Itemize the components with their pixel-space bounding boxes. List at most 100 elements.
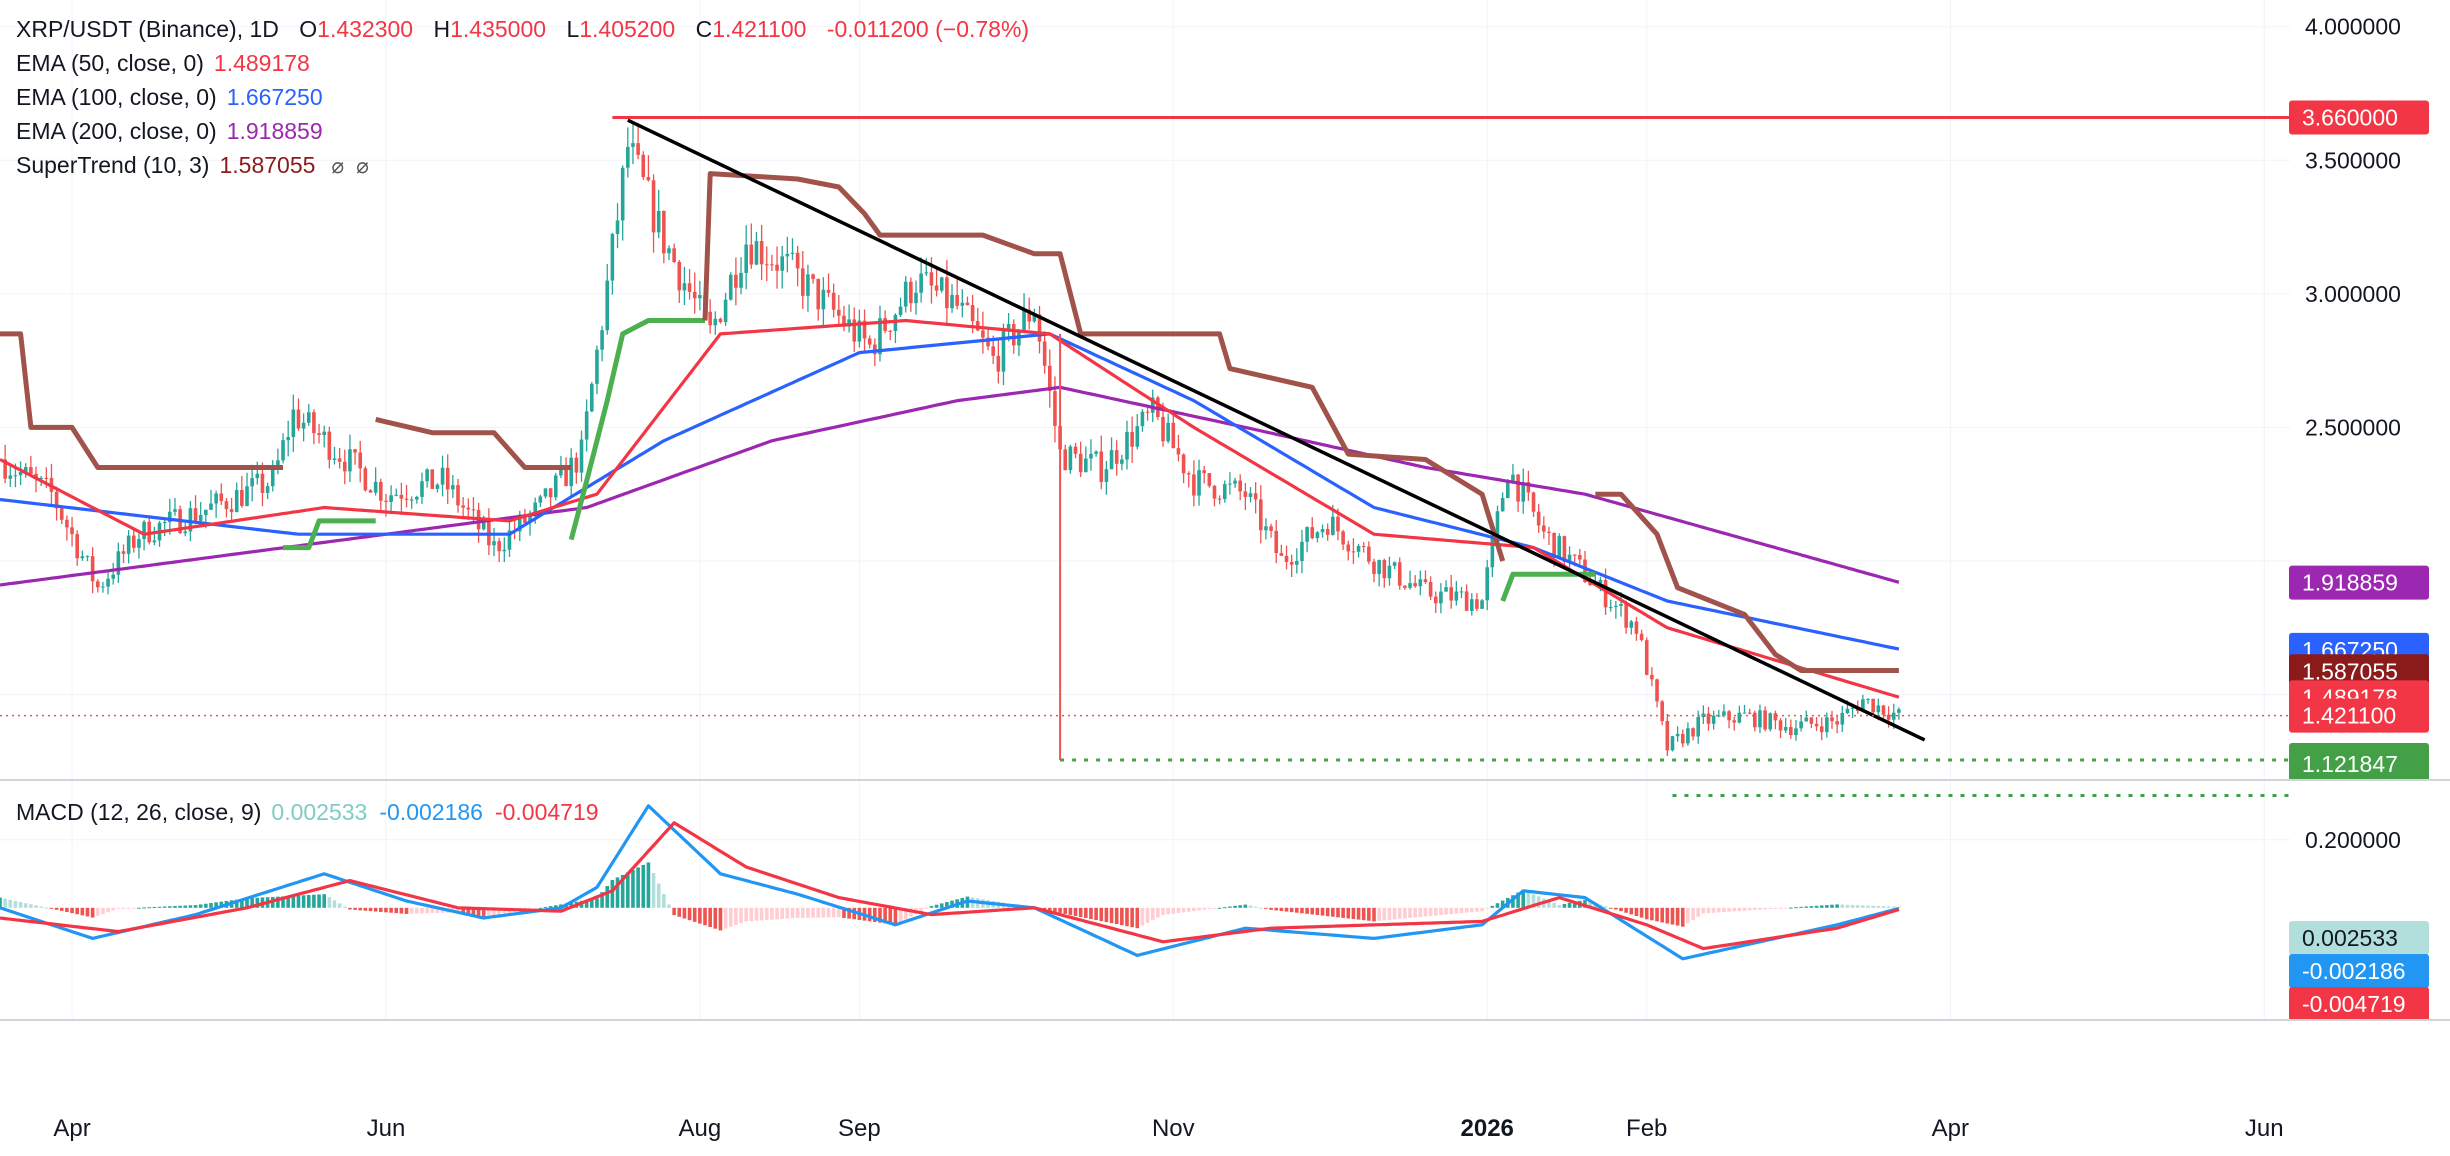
candle-body (1073, 446, 1078, 454)
macd-histogram-bar (1608, 907, 1613, 909)
macd-histogram-bar (893, 907, 898, 925)
candle-body (1145, 411, 1150, 413)
macd-histogram-bar (1387, 907, 1392, 920)
candle-body (898, 306, 903, 316)
candle-body (842, 315, 846, 327)
macd-histogram-bar (631, 869, 635, 908)
candle-body (162, 522, 167, 524)
candle-body (1150, 397, 1155, 413)
candle-body (1166, 422, 1170, 442)
candle-body (1212, 485, 1217, 499)
macd-histogram-bar (749, 907, 754, 922)
macd-histogram-bar (296, 895, 301, 908)
candle-body (1716, 715, 1721, 717)
ema50-line (0, 318, 1900, 699)
candle-body (471, 509, 476, 511)
null-icon: ⌀ (356, 155, 369, 178)
time-axis-tick-label: Jun (367, 1115, 406, 1142)
macd-histogram-bar (1089, 907, 1093, 920)
macd-histogram-bar (600, 892, 604, 908)
candle-body (1469, 599, 1474, 611)
candle-body (188, 508, 193, 532)
candle-body (873, 344, 877, 355)
trend-line[interactable] (627, 118, 1926, 742)
ema100-legend[interactable]: EMA (100, close, 0) 1.667250 (16, 84, 335, 111)
candle-body (939, 277, 944, 291)
macd-histogram-bar (1449, 907, 1453, 915)
candle-body (85, 556, 90, 558)
macd-histogram-bar (1408, 907, 1412, 918)
candle-body (420, 481, 424, 497)
candle-body (780, 256, 785, 271)
candle-body (106, 578, 110, 587)
candle-body (1063, 449, 1068, 471)
candle-body (255, 473, 260, 479)
candle-body (137, 538, 141, 548)
macd-histogram-bar (1871, 905, 1875, 908)
macd-histogram-bar (605, 886, 610, 908)
time-axis-tick-label: Aug (679, 1115, 722, 1142)
candle-body (1722, 711, 1726, 716)
candle-body (893, 315, 898, 332)
macd-histogram-bar (1202, 907, 1206, 910)
macd-histogram-bar (806, 907, 810, 918)
macd-legend[interactable]: MACD (12, 26, close, 9) 0.002533 -0.002186… (16, 799, 611, 826)
macd-histogram-bar (1691, 907, 1695, 921)
candle-body (59, 508, 64, 520)
candle-body (883, 318, 887, 331)
macd-histogram-bar (1320, 907, 1325, 916)
macd-histogram-bar (698, 907, 702, 924)
candle-body (80, 556, 85, 559)
macd-histogram-bar (1356, 907, 1361, 920)
macd-histogram-bar (878, 907, 882, 923)
macd-histogram-bar (708, 907, 712, 927)
candle-body (312, 412, 316, 434)
candle-body (317, 433, 321, 436)
candle-body (373, 481, 378, 493)
macd-histogram-bar (1562, 903, 1567, 908)
macd-line-value: -0.002186 (379, 799, 483, 825)
candle-body (1042, 341, 1047, 366)
macd-label: MACD (12, 26, close, 9) (16, 799, 262, 825)
candle-body (1274, 530, 1279, 554)
macd-histogram-bar (425, 907, 429, 914)
macd-histogram-bar (1469, 907, 1474, 913)
macd-histogram-bar (1845, 904, 1850, 908)
macd-histogram-bar (420, 907, 424, 914)
macd-histogram-bar (1300, 907, 1304, 914)
ema50-legend[interactable]: EMA (50, close, 0) 1.489178 (16, 50, 322, 77)
ema200-line (0, 385, 1900, 587)
candle-body (1547, 531, 1551, 533)
candle-body (1161, 416, 1165, 442)
candle-body (672, 248, 676, 262)
macd-histogram-bar (348, 907, 352, 910)
candle-body (1619, 603, 1623, 606)
macd-histogram-bar (1639, 907, 1644, 918)
macd-histogram-bar (950, 900, 954, 908)
candle-body (451, 485, 455, 490)
low-label: L (566, 16, 580, 42)
macd-histogram-bar (353, 907, 357, 910)
candle-body (168, 511, 172, 523)
candle-body (229, 509, 234, 512)
macd-histogram-bar (775, 907, 779, 920)
macd-histogram-bar (1886, 906, 1891, 908)
macd-histogram-bar (1197, 907, 1201, 911)
symbol-title[interactable]: XRP/USDT (Binance), 1D (16, 16, 279, 42)
macd-histogram-bar (1773, 907, 1778, 909)
macd-histogram-bar (1336, 907, 1340, 918)
macd-histogram-bar (1140, 907, 1145, 926)
candle-body (831, 292, 836, 310)
ema200-legend[interactable]: EMA (200, close, 0) 1.918859 (16, 118, 335, 145)
supertrend-legend[interactable]: SuperTrend (10, 3) 1.587055 ⌀ ⌀ (16, 152, 377, 179)
candle-body (1444, 587, 1448, 592)
macd-histogram-bar (198, 904, 203, 908)
candle-body (636, 143, 640, 155)
candle-body (770, 264, 774, 266)
candle-body (1300, 541, 1304, 561)
macd-histogram-bar (1825, 905, 1829, 908)
candle-body (1665, 721, 1670, 751)
macd-histogram-bar (759, 907, 764, 921)
candle-body (1377, 560, 1381, 575)
